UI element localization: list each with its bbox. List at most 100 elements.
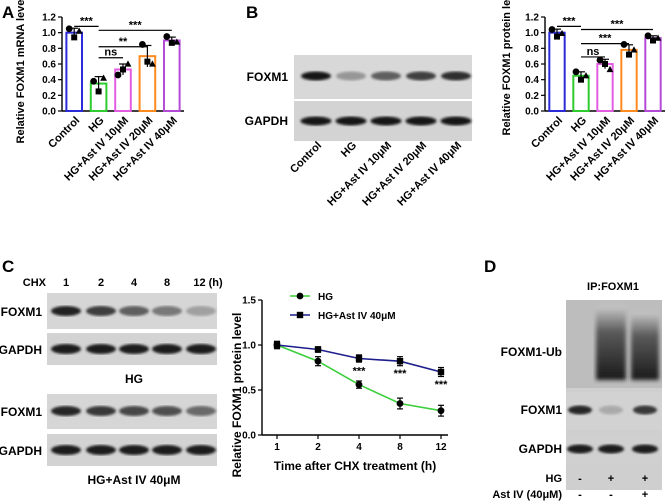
blot-c: CHX 1 2 4 8 12 (h) FOXM1 GAPDH FOXM1 GAPDH H… bbox=[0, 277, 223, 487]
chart-c-ytick-label: 0.5 bbox=[242, 386, 256, 397]
blot-c-time-labels: 1 2 4 8 12 (h) bbox=[63, 277, 223, 289]
chart-c-xtick-label: 12 bbox=[435, 442, 447, 453]
blot-d-sign: + bbox=[608, 473, 614, 485]
chart-b-point bbox=[650, 37, 656, 44]
chart-c-point-hg bbox=[355, 381, 363, 388]
panel-label-a: A bbox=[2, 3, 14, 22]
chart-b-ytick-label: 0.0 bbox=[525, 107, 539, 118]
chart-b-ytick-label: 0.4 bbox=[525, 75, 539, 86]
blot-b-lane-label: HG+Ast IV 10μM bbox=[325, 140, 394, 209]
chart-b-ytick-label: 0.8 bbox=[525, 44, 539, 55]
chart-a-significance: ns bbox=[104, 47, 117, 59]
blot-c-time-label: 12 (h) bbox=[193, 277, 223, 289]
blot-b-band-foxm1 bbox=[301, 71, 331, 81]
chart-a-point bbox=[75, 27, 83, 34]
chart-a-point bbox=[95, 88, 102, 95]
chart-c-point-ast bbox=[314, 346, 322, 353]
chart-a-point bbox=[114, 71, 122, 79]
chart-a: Relative FOXM1 mRNA level 0.0 0.2 0.4 0.6 0.… bbox=[15, 0, 184, 183]
chart-a-ytick-label: 0.4 bbox=[42, 75, 56, 86]
chart-c-xtick-label: 4 bbox=[356, 442, 362, 453]
blot-c-bands bbox=[51, 306, 216, 455]
chart-a-point bbox=[144, 58, 151, 65]
blot-c-ast-band-gapdh bbox=[152, 445, 182, 455]
chart-a-point bbox=[90, 77, 97, 85]
blot-c-hg-band-foxm1 bbox=[152, 306, 182, 316]
chart-b-point bbox=[644, 32, 652, 40]
blot-c-hg-band-foxm1 bbox=[119, 306, 149, 316]
blot-c-ast-band-gapdh bbox=[186, 445, 216, 455]
chart-c-ytick-label: 0.0 bbox=[242, 431, 256, 442]
chart-b-ytick-label: 1.2 bbox=[525, 13, 539, 24]
chart-c-significance: *** bbox=[353, 366, 367, 378]
chart-c-xlabel: Time after CHX treatment (h) bbox=[274, 459, 436, 473]
blot-c-time-label: 1 bbox=[63, 277, 69, 289]
blot-b-band-gapdh bbox=[405, 116, 437, 126]
blot-b-lane-label: HG+Ast IV 20μM bbox=[360, 140, 429, 209]
chart-a-ytick-label: 1.0 bbox=[42, 28, 56, 39]
chart-c-point-ast bbox=[273, 341, 281, 349]
blot-d-band-foxm1 bbox=[633, 405, 657, 415]
chart-b-significance: *** bbox=[599, 33, 613, 45]
blot-c-hg-label-gapdh: GAPDH bbox=[0, 343, 42, 357]
chart-a-point bbox=[71, 34, 78, 41]
blot-d-band-gapdh bbox=[567, 444, 593, 454]
blot-d-sign: + bbox=[642, 473, 648, 485]
panel-label-c: C bbox=[2, 257, 14, 276]
chart-c-significance: *** bbox=[435, 379, 449, 391]
blot-c-ast-band-gapdh bbox=[86, 445, 116, 455]
blot-d-sign: - bbox=[609, 489, 613, 501]
chart-a-point bbox=[100, 74, 107, 81]
chart-b: Relative FOXM1 protein level 0.0 0.2 0.4 0.… bbox=[501, 0, 665, 183]
blot-c-ast-band-gapdh bbox=[119, 445, 149, 455]
blot-c-ast-band-foxm1 bbox=[152, 406, 182, 416]
blot-c-hg-band-gapdh bbox=[119, 344, 149, 354]
blot-b-lane-label: HG+Ast IV 40μM bbox=[395, 140, 464, 209]
chart-c-xtick-label: 8 bbox=[397, 442, 403, 453]
chart-a-ytick-label: 0.6 bbox=[42, 60, 56, 71]
chart-a-point bbox=[168, 39, 175, 46]
chart-c-point-ast bbox=[396, 358, 404, 365]
chart-a-bar bbox=[162, 39, 181, 112]
blot-c-ast-band-foxm1 bbox=[51, 406, 81, 416]
blot-d-title: IP:FOXM1 bbox=[587, 281, 639, 293]
blot-d-treat-hg-label: HG bbox=[546, 473, 563, 485]
blot-b-lane-label: HG bbox=[339, 140, 359, 160]
blot-b-band-foxm1 bbox=[441, 71, 471, 81]
blot-b-bands bbox=[300, 71, 472, 126]
chart-b-point bbox=[582, 72, 590, 79]
chart-c-point-hg bbox=[437, 407, 445, 415]
blot-b-band-foxm1 bbox=[336, 71, 366, 81]
blot-b-label-foxm1: FOXM1 bbox=[247, 70, 289, 84]
blot-b-band-gapdh bbox=[300, 116, 332, 126]
blot-c-hg-band-gapdh bbox=[86, 344, 116, 354]
blot-c-hg-label-foxm1: FOXM1 bbox=[1, 305, 43, 319]
chart-b-point bbox=[572, 68, 580, 76]
chart-c-ytick-label: 1.5 bbox=[242, 296, 256, 307]
blot-d-sign: - bbox=[578, 473, 582, 485]
blot-c-ast-band-foxm1 bbox=[186, 406, 216, 416]
panel-label-d: D bbox=[484, 257, 496, 276]
chart-b-xtick-label: Control bbox=[529, 115, 565, 151]
chart-a-point bbox=[124, 60, 132, 67]
chart-a-bar bbox=[65, 31, 84, 113]
blot-c-time-label: 4 bbox=[131, 277, 138, 289]
chart-b-bar bbox=[620, 48, 638, 112]
chart-b-point bbox=[626, 51, 632, 58]
chart-a-significance: *** bbox=[80, 15, 94, 27]
chart-a-point bbox=[120, 66, 126, 73]
chart-c: Relative FOXM1 protein level Time after … bbox=[230, 292, 448, 477]
blot-b-band-foxm1 bbox=[406, 71, 436, 81]
blot-d-band-gapdh bbox=[598, 444, 624, 454]
chart-a-ytick-label: 0.2 bbox=[42, 91, 56, 102]
panel-label-b: B bbox=[246, 3, 258, 22]
chart-b-significance: *** bbox=[563, 15, 577, 27]
chart-b-point bbox=[606, 65, 614, 73]
chart-a-point bbox=[149, 60, 156, 67]
chart-c-xtick-label: 2 bbox=[315, 442, 321, 453]
chart-c-point-hg bbox=[396, 400, 404, 407]
blot-c-ast-band-gapdh bbox=[51, 445, 81, 455]
